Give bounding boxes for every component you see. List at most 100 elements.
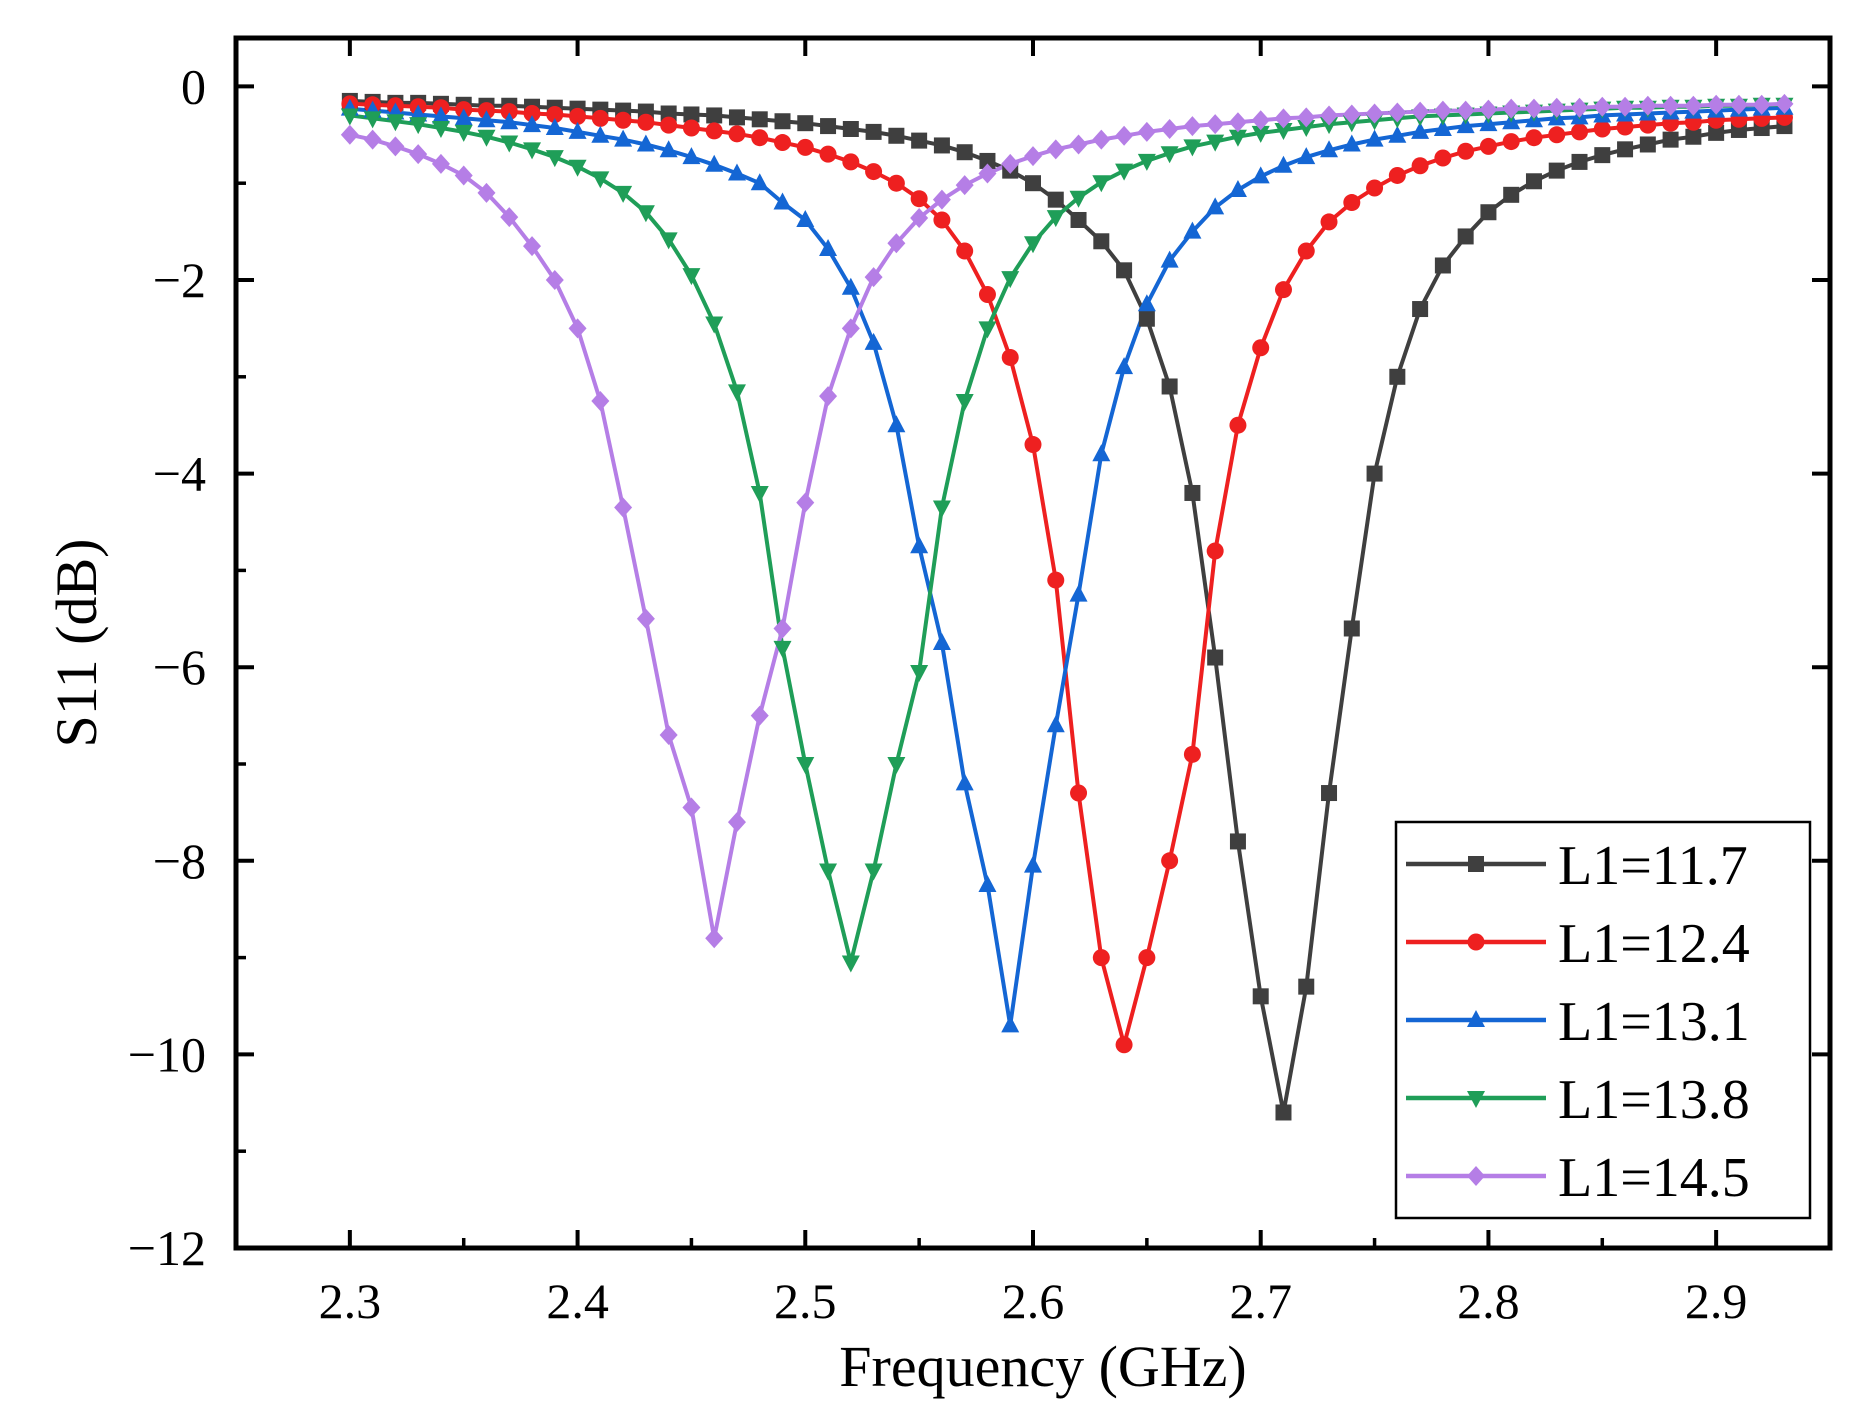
data-point — [887, 415, 906, 433]
data-point — [1525, 129, 1543, 147]
data-point — [1070, 784, 1088, 802]
data-point — [1275, 1104, 1292, 1121]
data-point — [660, 116, 678, 134]
data-point — [727, 384, 746, 402]
data-point — [1183, 221, 1202, 239]
data-point — [545, 118, 564, 136]
data-point — [887, 233, 906, 254]
data-point — [1366, 179, 1384, 197]
data-point — [545, 150, 564, 168]
data-point — [842, 120, 859, 137]
data-point — [932, 633, 951, 650]
data-point — [1001, 1015, 1020, 1033]
data-point — [1024, 146, 1042, 167]
data-point — [682, 268, 701, 286]
data-point — [978, 321, 997, 339]
data-point — [636, 134, 655, 152]
data-point — [955, 394, 974, 411]
data-point — [796, 757, 815, 774]
series-lines-layer — [349, 98, 1785, 1115]
data-point — [431, 121, 450, 139]
data-point — [1457, 142, 1475, 160]
data-point — [841, 318, 860, 339]
data-point — [1617, 141, 1634, 158]
data-point — [477, 129, 496, 147]
data-point — [1388, 102, 1407, 123]
data-point — [1228, 179, 1247, 197]
data-point — [1298, 978, 1315, 995]
data-point — [1434, 149, 1452, 167]
legend: L1=11.7 L1=12.4 L1=13.1 L1=13.8 L1=14.5 — [1394, 820, 1812, 1220]
data-point — [1616, 118, 1634, 136]
data-point — [1251, 110, 1270, 131]
data-point — [1252, 988, 1269, 1005]
data-point — [1571, 123, 1589, 141]
data-point — [1183, 116, 1202, 137]
data-point — [864, 863, 883, 881]
legend-item: L1=12.4 — [1406, 913, 1750, 975]
data-point — [864, 267, 883, 288]
data-point — [1047, 191, 1064, 208]
legend-marker — [1467, 1010, 1485, 1027]
data-point — [409, 144, 428, 165]
data-point — [1024, 236, 1042, 254]
data-point — [614, 497, 633, 518]
legend-label: L1=11.7 — [1558, 835, 1748, 897]
data-point — [773, 640, 792, 658]
data-point — [409, 117, 428, 135]
series-markers-2 — [341, 95, 1793, 1054]
data-point — [796, 492, 815, 513]
data-point — [864, 332, 883, 350]
data-point — [910, 208, 929, 229]
data-point — [1433, 118, 1452, 136]
data-point — [819, 239, 838, 257]
tick-labels-layer: 2.3 2.4 2.5 2.6 2.7 2.8 2.9 0 −2 −4 −6 −8 −10 −12 — [128, 58, 1748, 1329]
data-point — [659, 140, 678, 158]
data-point — [1342, 134, 1361, 152]
data-point — [1229, 833, 1246, 850]
series-line-4 — [349, 102, 1785, 965]
data-point — [1047, 571, 1065, 589]
data-point — [1115, 125, 1134, 146]
data-point — [1366, 465, 1383, 482]
data-point — [1412, 301, 1429, 318]
series-markers-5 — [340, 93, 1794, 949]
data-point — [1479, 99, 1498, 120]
data-point — [1274, 281, 1292, 299]
data-point — [1571, 153, 1588, 170]
data-point — [500, 207, 519, 228]
data-point — [1138, 949, 1156, 967]
data-point — [1251, 125, 1270, 143]
data-point — [955, 773, 974, 791]
data-point — [1116, 262, 1133, 279]
data-point — [614, 129, 633, 147]
data-point — [1183, 745, 1201, 763]
data-point — [1092, 444, 1111, 462]
data-point — [340, 124, 359, 145]
data-point — [1206, 542, 1224, 560]
y-tick-label: −8 — [153, 833, 206, 889]
data-point — [979, 152, 996, 169]
data-point — [1547, 97, 1566, 118]
data-point — [1206, 134, 1225, 152]
data-point — [933, 137, 950, 154]
data-point — [569, 107, 587, 125]
legend-marker — [1467, 933, 1485, 951]
data-point — [454, 165, 473, 186]
data-point — [1115, 1036, 1133, 1054]
data-point — [774, 113, 791, 130]
data-point — [454, 124, 473, 142]
data-point — [637, 113, 655, 131]
y-axis-title: S11 (dB) — [44, 539, 109, 748]
y-tick-label: −12 — [128, 1220, 206, 1276]
data-point — [1115, 163, 1134, 181]
data-point — [705, 316, 724, 334]
y-tick-label: −6 — [153, 639, 206, 695]
data-point — [363, 129, 382, 150]
data-point — [1184, 484, 1201, 501]
data-point — [933, 211, 951, 229]
data-point — [706, 107, 723, 124]
data-point — [1160, 146, 1179, 164]
data-point — [1297, 107, 1316, 128]
data-point — [1069, 190, 1088, 208]
